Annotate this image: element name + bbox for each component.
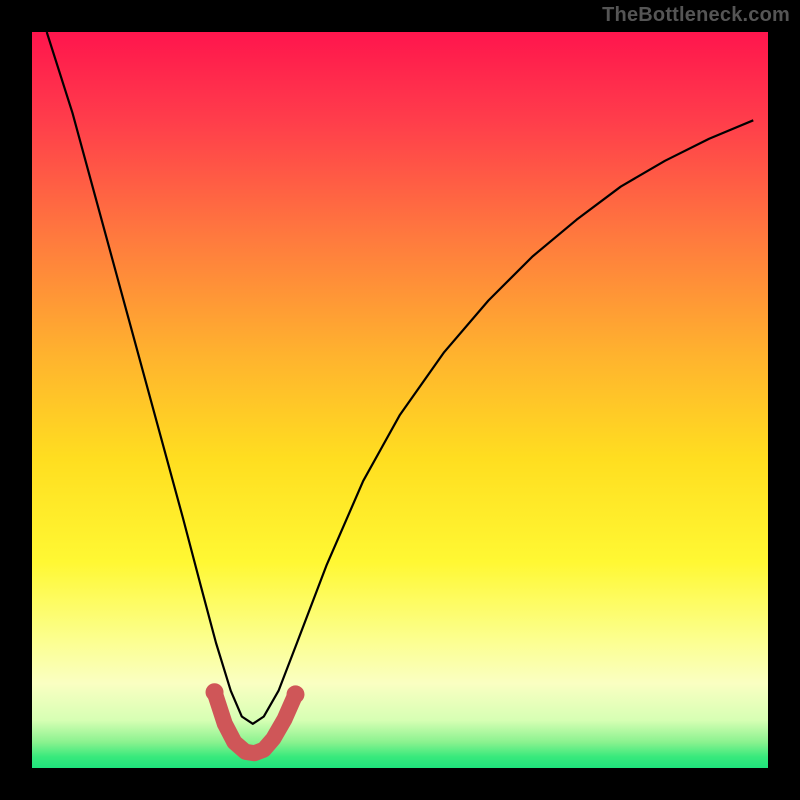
overlay-dot — [286, 685, 304, 703]
plot-area — [32, 32, 768, 768]
canvas: TheBottleneck.com — [0, 0, 800, 800]
chart-background — [32, 32, 768, 768]
watermark-text: TheBottleneck.com — [602, 4, 790, 27]
bottleneck-chart — [32, 32, 768, 768]
overlay-dot — [206, 683, 224, 701]
